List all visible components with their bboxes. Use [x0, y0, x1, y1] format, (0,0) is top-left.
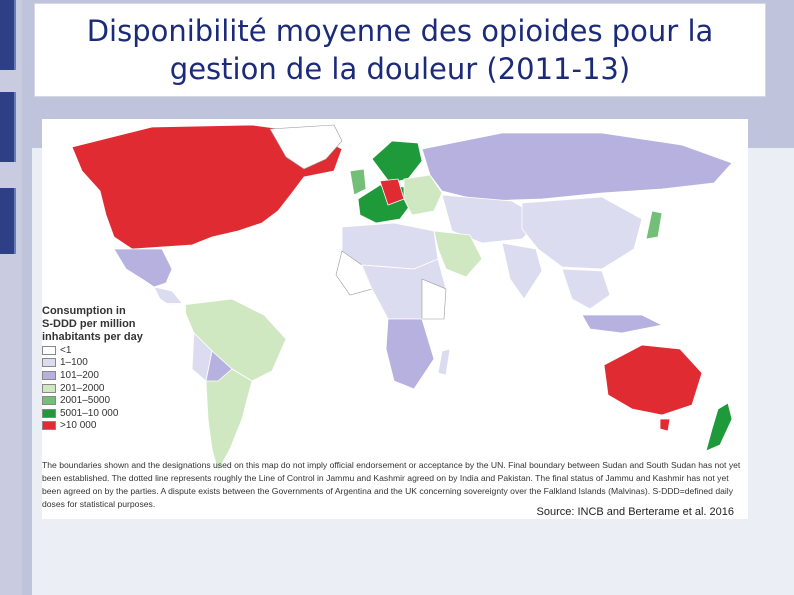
region-japan	[645, 210, 663, 240]
region-uk	[349, 168, 367, 196]
legend-item: 1–100	[42, 357, 182, 370]
map-legend: Consumption in S-DDD per million inhabit…	[42, 303, 186, 437]
left-decoration-strip	[0, 0, 22, 595]
legend-label: 5001–10 000	[60, 407, 119, 419]
legend-item: <1	[42, 344, 182, 357]
legend-label: >10 000	[60, 420, 97, 432]
legend-label: <1	[60, 344, 72, 356]
legend-item: 5001–10 000	[42, 407, 182, 420]
region-indonesia	[581, 314, 664, 334]
region-south-america-south	[205, 368, 253, 473]
region-east-africa	[421, 278, 447, 320]
legend-swatch	[42, 396, 56, 406]
legend-label: 2001–5000	[60, 395, 111, 407]
region-australia	[603, 344, 703, 416]
left-accent-bar	[0, 0, 16, 70]
region-madagascar	[437, 348, 451, 376]
source-citation: Source: INCB and Berterame et al. 2016	[536, 506, 735, 518]
legend-item: >10 000	[42, 420, 182, 433]
region-russia	[421, 132, 733, 202]
region-china	[521, 196, 643, 270]
legend-label: 201–2000	[60, 382, 105, 394]
region-southern-africa	[385, 318, 435, 390]
region-new-zealand	[705, 402, 733, 452]
left-accent-bar	[0, 188, 16, 254]
legend-swatch	[42, 421, 56, 431]
legend-label: 1–100	[60, 357, 88, 369]
region-india	[501, 242, 543, 300]
title-box: Disponibilité moyenne des opioides pour …	[34, 3, 766, 97]
legend-item: 201–2000	[42, 382, 182, 395]
region-mexico	[113, 248, 173, 288]
legend-item: 101–200	[42, 369, 182, 382]
legend-item: 2001–5000	[42, 394, 182, 407]
left-accent-bar	[0, 92, 16, 162]
region-central-asia	[441, 194, 543, 244]
region-greenland	[269, 124, 343, 170]
legend-swatch	[42, 383, 56, 393]
legend-swatch	[42, 408, 56, 418]
region-tasmania	[659, 418, 671, 432]
legend-title: Consumption in S-DDD per million inhabit…	[42, 305, 143, 343]
region-southeast-asia	[561, 268, 611, 310]
legend-label: 101–200	[60, 369, 99, 381]
legend-swatch	[42, 370, 56, 380]
region-arabia	[433, 230, 483, 278]
world-map-figure: Consumption in S-DDD per million inhabit…	[42, 119, 748, 519]
legend-swatch	[42, 345, 56, 355]
slide-title: Disponibilité moyenne des opioides pour …	[86, 14, 714, 86]
region-west-africa	[335, 250, 373, 296]
map-disclaimer: The boundaries shown and the designation…	[42, 460, 741, 509]
world-map	[42, 119, 748, 519]
legend-swatch	[42, 358, 56, 368]
region-bolivia	[205, 350, 233, 382]
